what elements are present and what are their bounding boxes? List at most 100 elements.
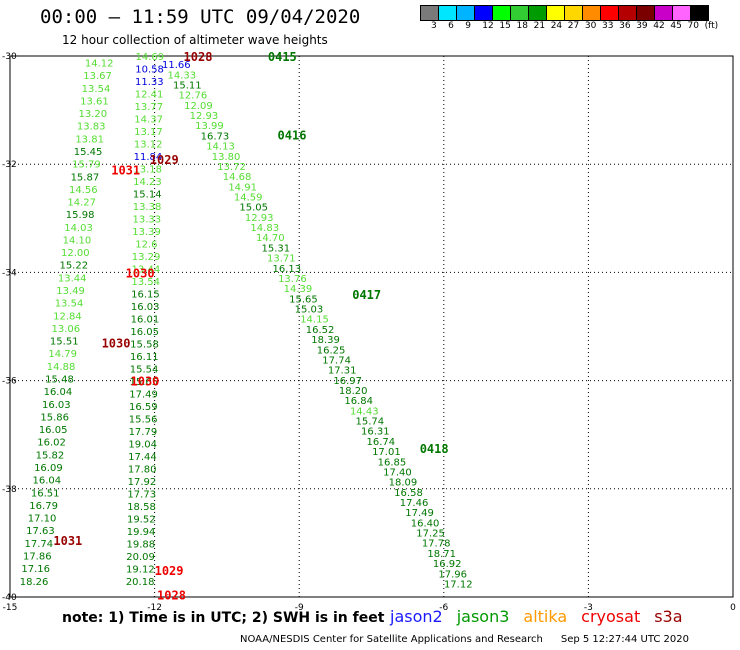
satellite-legend: jason2 jason3 altika cryosat s3a — [390, 607, 697, 626]
wave-height-value: 16.03 — [42, 400, 71, 411]
wave-height-value: 17.92 — [128, 477, 157, 488]
wave-height-value: 15.79 — [72, 160, 101, 171]
wave-height-value: 13.54 — [131, 277, 160, 288]
wave-height-value: 18.71 — [427, 549, 456, 560]
wave-height-value: 14.83 — [250, 223, 279, 234]
lon-tick-label: -9 — [295, 603, 304, 613]
wave-height-value: 16.74 — [367, 437, 396, 448]
wave-height-value: 16.09 — [34, 463, 63, 474]
wave-height-value: 17.74 — [322, 355, 351, 366]
wave-height-value: 14.56 — [69, 185, 98, 196]
wave-height-value: 16.05 — [130, 327, 159, 338]
pass-time-label: 0418 — [420, 442, 449, 456]
wave-height-value: 11.66 — [162, 60, 191, 71]
wave-height-value: 14.39 — [284, 284, 313, 295]
wave-height-value: 15.31 — [261, 243, 290, 254]
wave-height-value: 19.52 — [127, 514, 156, 525]
wave-height-value: 18.26 — [20, 577, 49, 588]
wave-height-value: 17.74 — [25, 539, 54, 550]
wave-height-value: 18.20 — [339, 386, 368, 397]
wave-height-value: 12.93 — [190, 111, 219, 122]
wave-height-value: 16.01 — [131, 314, 160, 325]
scale-label: 9 — [465, 21, 471, 31]
wave-height-value: 16.92 — [433, 559, 462, 570]
wave-height-value: 17.49 — [405, 508, 434, 519]
wave-height-value: 13.20 — [79, 109, 108, 120]
wave-height-value: 14.37 — [134, 114, 163, 125]
wave-height-value: 12.09 — [184, 101, 213, 112]
lat-tick-label: -30 — [2, 52, 17, 62]
satellite-legend-item: jason3 — [456, 607, 510, 626]
wave-height-value: 13.83 — [77, 122, 106, 133]
satellite-legend-item: altika — [523, 607, 568, 626]
pass-time-label: 1030 — [126, 266, 155, 280]
footer-note: note: 1) Time is in UTC; 2) SWH is in fe… — [62, 610, 385, 626]
wave-height-value: 15.14 — [133, 189, 162, 200]
wave-height-value: 16.02 — [37, 438, 66, 449]
color-scale-labels: 3 6 9 12 15 18 21 24 27 30 33 36 39 42 45 70 (ft) — [421, 21, 740, 33]
wave-height-value: 14.91 — [228, 182, 257, 193]
wave-height-value: 15.56 — [129, 414, 158, 425]
wave-height-value: 16.73 — [201, 131, 230, 142]
wave-height-value: 16.52 — [306, 325, 335, 336]
credit-line: NOAA/NESDIS Center for Satellite Applica… — [240, 634, 689, 645]
wave-height-value: 14.13 — [206, 142, 235, 153]
pass-time-label: 0416 — [278, 128, 307, 142]
lon-tick-label: -12 — [147, 603, 162, 613]
wave-height-value: 14.69 — [135, 52, 164, 63]
wave-height-value: 16.05 — [39, 425, 68, 436]
wave-height-value: 13.67 — [83, 71, 112, 82]
wave-height-value: 18.58 — [127, 502, 156, 513]
scale-label: 27 — [567, 21, 580, 31]
pass-time-label: 1030 — [102, 337, 131, 351]
wave-height-value: 13.61 — [80, 96, 109, 107]
wave-height-value: 15.58 — [130, 339, 159, 350]
wave-height-value: 12.6 — [135, 239, 157, 250]
map-subtitle: 12 hour collection of altimeter wave hei… — [62, 33, 328, 47]
wave-height-value: 13.06 — [52, 324, 81, 335]
lat-tick-label: -32 — [2, 160, 17, 170]
wave-height-value: 16.31 — [361, 427, 390, 438]
wave-height-value: 10.58 — [135, 64, 164, 75]
wave-height-value: 19.94 — [127, 527, 156, 538]
wave-height-value: 17.01 — [372, 447, 401, 458]
satellite-legend-item: cryosat — [581, 607, 641, 626]
pass-time-label: 0415 — [268, 50, 297, 64]
wave-height-value: 15.11 — [173, 80, 202, 91]
wave-height-value: 17.79 — [129, 427, 158, 438]
wave-height-value: 16.04 — [44, 387, 73, 398]
wave-height-value: 15.51 — [50, 337, 79, 348]
scale-label: 24 — [550, 21, 563, 31]
lat-tick-label: -34 — [2, 268, 17, 278]
wave-height-value: 16.40 — [411, 518, 440, 529]
wave-height-value: 17.78 — [422, 539, 451, 550]
wave-height-value: 13.39 — [132, 227, 161, 238]
lon-tick-label: -6 — [439, 603, 448, 613]
lon-tick-label: -3 — [584, 603, 593, 613]
wave-height-value: 15.03 — [295, 305, 324, 316]
wave-height-value: 14.79 — [48, 349, 77, 360]
wave-height-value: 15.54 — [130, 364, 159, 375]
credit-text: NOAA/NESDIS Center for Satellite Applica… — [240, 634, 543, 645]
wave-height-value: 14.43 — [350, 406, 379, 417]
wave-height-value: 20.09 — [126, 552, 155, 563]
wave-height-value: 12.84 — [53, 311, 82, 322]
wave-height-value: 15.86 — [40, 412, 69, 423]
wave-height-value: 17.44 — [128, 452, 157, 463]
wave-height-value: 16.11 — [130, 352, 159, 363]
scale-label: 15 — [499, 21, 511, 31]
pass-time-label: 1028 — [157, 588, 186, 602]
wave-height-value: 12.93 — [245, 213, 274, 224]
scale-label: 36 — [619, 21, 631, 31]
wave-height-value: 19.88 — [127, 539, 156, 550]
scale-label: 3 — [431, 21, 437, 31]
scale-label: 39 — [636, 21, 648, 31]
wave-height-value: 17.16 — [21, 564, 50, 575]
wave-height-value: 16.51 — [31, 488, 60, 499]
wave-height-value: 13.17 — [134, 127, 163, 138]
wave-height-value: 12.76 — [179, 91, 208, 102]
wave-height-value: 13.38 — [133, 202, 162, 213]
wave-height-value: 17.31 — [328, 366, 357, 377]
